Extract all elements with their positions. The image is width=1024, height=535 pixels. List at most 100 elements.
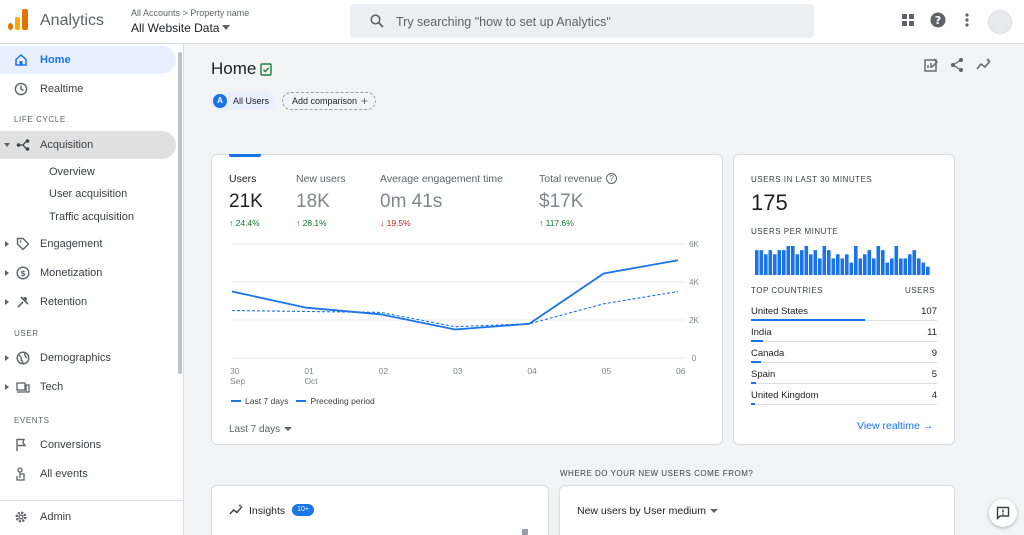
sidebar-item-home[interactable]: Home xyxy=(0,46,176,74)
per-minute-bar[interactable] xyxy=(818,258,822,275)
country-row[interactable]: Spain 5 xyxy=(751,369,937,390)
country-users-value: 9 xyxy=(931,348,937,359)
per-minute-bar[interactable] xyxy=(840,258,845,275)
feedback-button[interactable] xyxy=(989,499,1017,527)
per-minute-bar[interactable] xyxy=(786,246,791,275)
per-minute-bar[interactable] xyxy=(777,250,782,275)
per-minute-bar[interactable] xyxy=(764,254,768,275)
sidebar-item-all-events[interactable]: All events xyxy=(0,460,176,488)
country-row[interactable]: United States 107 xyxy=(751,306,937,327)
per-minute-bar[interactable] xyxy=(755,250,759,275)
apps-grid-icon[interactable] xyxy=(900,12,916,28)
clock-icon xyxy=(14,82,28,96)
property-caret-icon[interactable] xyxy=(222,25,230,30)
sidebar-item-conversions[interactable]: Conversions xyxy=(0,431,176,459)
per-minute-bar[interactable] xyxy=(809,254,813,275)
sidebar-item-acquisition[interactable]: Acquisition xyxy=(0,131,176,159)
per-minute-bar[interactable] xyxy=(881,250,885,275)
x-tick-label: 30 xyxy=(230,366,240,376)
per-minute-bar[interactable] xyxy=(867,250,872,275)
per-minute-bar[interactable] xyxy=(872,258,876,275)
country-row[interactable]: United Kingdom 4 xyxy=(751,390,937,411)
users-per-minute-chart[interactable] xyxy=(755,246,933,276)
series-line-preceding-period[interactable] xyxy=(231,290,679,328)
per-minute-bar[interactable] xyxy=(903,258,908,275)
metric-new-users[interactable]: New users 18K ↑ 28.1% xyxy=(296,173,346,228)
metric-delta: ↑ 117.6% xyxy=(539,218,574,228)
selected-metric-indicator xyxy=(229,154,261,157)
per-minute-bar[interactable] xyxy=(791,246,795,275)
edit-report-icon[interactable] xyxy=(923,57,939,73)
account-breadcrumb[interactable]: All Accounts > Property name xyxy=(131,8,250,18)
chart-legend: Last 7 days Preceding period xyxy=(231,396,375,406)
share-icon[interactable] xyxy=(949,57,965,73)
insights-scroll-handle[interactable] xyxy=(522,529,528,535)
users-column-heading: USERS xyxy=(905,286,936,295)
metric-total-revenue[interactable]: Total revenue? $17K ↑ 117.6% xyxy=(539,173,618,228)
per-minute-bar[interactable] xyxy=(917,258,921,275)
per-minute-bar[interactable] xyxy=(890,258,894,275)
sidebar-item-admin[interactable]: Admin xyxy=(0,503,176,531)
per-minute-bar[interactable] xyxy=(926,266,930,275)
country-bar xyxy=(751,340,763,342)
sidebar-item-monetization[interactable]: $ Monetization xyxy=(0,259,176,287)
per-minute-bar[interactable] xyxy=(836,254,840,275)
sidebar-item-retention[interactable]: Retention xyxy=(0,288,176,316)
help-circle-icon[interactable]: ? xyxy=(606,173,618,184)
per-minute-bar[interactable] xyxy=(912,250,917,275)
per-minute-bar[interactable] xyxy=(849,262,854,275)
per-minute-bar[interactable] xyxy=(885,262,890,275)
per-minute-bar[interactable] xyxy=(876,246,881,275)
avatar[interactable] xyxy=(988,10,1012,34)
metric-label: New users xyxy=(296,173,346,185)
comparison-chip-all-users[interactable]: A All Users xyxy=(211,92,275,110)
sidebar-subitem-overview[interactable]: Overview xyxy=(49,166,95,178)
country-users-value: 4 xyxy=(931,390,937,401)
sidebar-item-demographics[interactable]: Demographics xyxy=(0,344,176,372)
per-minute-bar[interactable] xyxy=(894,246,899,275)
series-line-last-7-days[interactable] xyxy=(231,259,679,331)
sidebar-item-engagement[interactable]: Engagement xyxy=(0,230,176,258)
x-tick-label: 06 xyxy=(676,366,686,376)
metric-engagement-time[interactable]: Average engagement time 0m 41s ↓ 19.5% xyxy=(380,173,503,228)
per-minute-bar[interactable] xyxy=(831,258,836,275)
sidebar-item-realtime[interactable]: Realtime xyxy=(0,75,176,103)
per-minute-bar[interactable] xyxy=(768,250,773,275)
per-minute-bar[interactable] xyxy=(804,246,809,275)
per-minute-bar[interactable] xyxy=(845,254,849,275)
chip-label: All Users xyxy=(233,96,270,106)
per-minute-bar[interactable] xyxy=(854,246,858,275)
per-minute-bar[interactable] xyxy=(800,250,804,275)
new-users-dimension-select[interactable]: New users by User medium xyxy=(577,505,718,517)
date-range-select[interactable]: Last 7 days xyxy=(229,424,293,435)
analytics-logo-icon[interactable] xyxy=(8,8,30,30)
per-minute-bar[interactable] xyxy=(759,250,764,275)
more-vert-icon[interactable] xyxy=(959,12,975,28)
per-minute-bar[interactable] xyxy=(908,254,912,275)
view-realtime-link[interactable]: View realtime → xyxy=(857,420,934,432)
sidebar-scrollbar[interactable] xyxy=(178,52,182,374)
per-minute-bar[interactable] xyxy=(822,246,827,275)
per-minute-bar[interactable] xyxy=(921,262,926,275)
per-minute-bar[interactable] xyxy=(899,258,903,275)
per-minute-bar[interactable] xyxy=(795,254,800,275)
per-minute-bar[interactable] xyxy=(813,250,818,275)
metric-users[interactable]: Users 21K ↑ 24.4% xyxy=(229,173,263,228)
insights-sparkle-icon[interactable] xyxy=(976,57,992,73)
country-row[interactable]: Canada 9 xyxy=(751,348,937,369)
property-selector[interactable]: All Website Data xyxy=(131,21,220,35)
per-minute-bar[interactable] xyxy=(858,258,863,275)
per-minute-bar[interactable] xyxy=(782,250,786,275)
add-comparison-button[interactable]: Add comparison + xyxy=(282,92,376,110)
sidebar-subitem-user-acquisition[interactable]: User acquisition xyxy=(49,188,128,200)
country-row[interactable]: India 11 xyxy=(751,327,937,348)
per-minute-bar[interactable] xyxy=(863,254,867,275)
per-minute-bar[interactable] xyxy=(773,254,777,275)
search-bar[interactable]: Try searching "how to set up Analytics" xyxy=(350,4,814,38)
sidebar-item-tech[interactable]: Tech xyxy=(0,373,176,401)
per-minute-bar[interactable] xyxy=(827,250,831,275)
sidebar-subitem-traffic-acquisition[interactable]: Traffic acquisition xyxy=(49,211,134,223)
help-icon[interactable]: ? xyxy=(930,12,946,28)
country-bar-track xyxy=(751,341,937,342)
